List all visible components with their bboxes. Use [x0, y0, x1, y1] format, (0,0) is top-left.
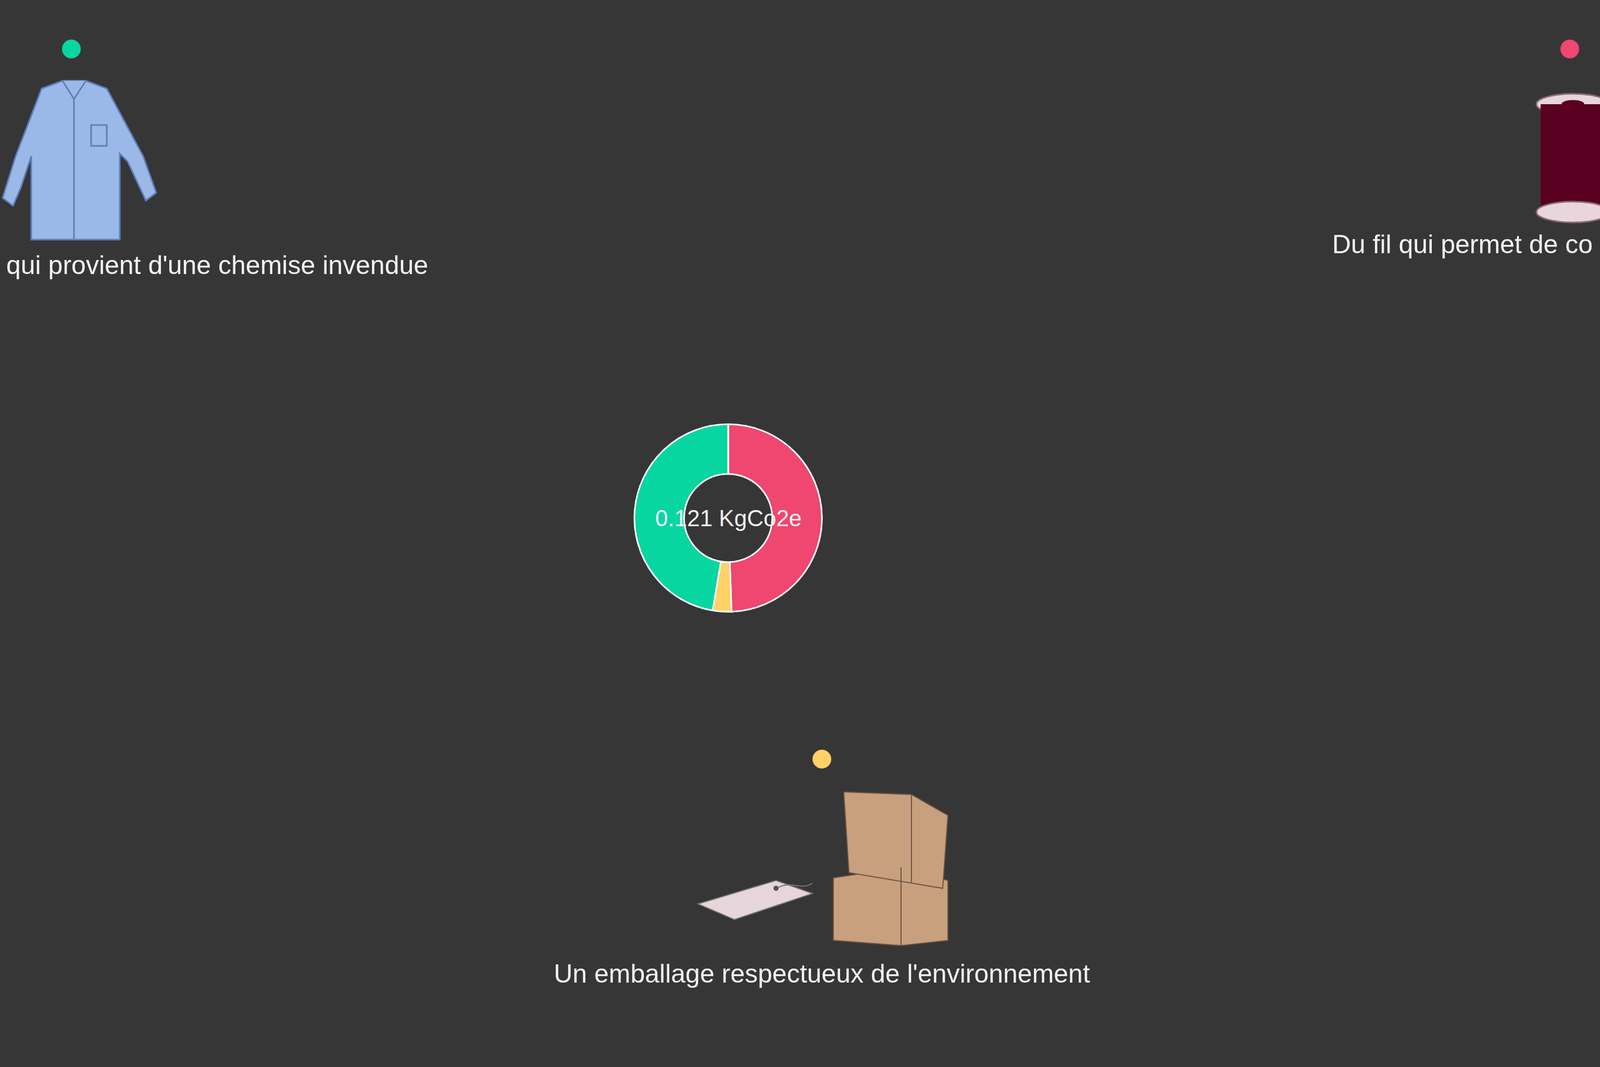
html-text:Du fil qui permet de co: Du fil qui permet de co	[1332, 229, 1593, 259]
html-text:Un emballage respectueux de l': Un emballage respectueux de l'environnem…	[553, 958, 1090, 989]
html-text:qui provient d'une chemise inv: qui provient d'une chemise invendue	[6, 250, 429, 280]
svg-text:0.121 KgCo2e: 0.121 KgCo2e	[655, 505, 802, 531]
